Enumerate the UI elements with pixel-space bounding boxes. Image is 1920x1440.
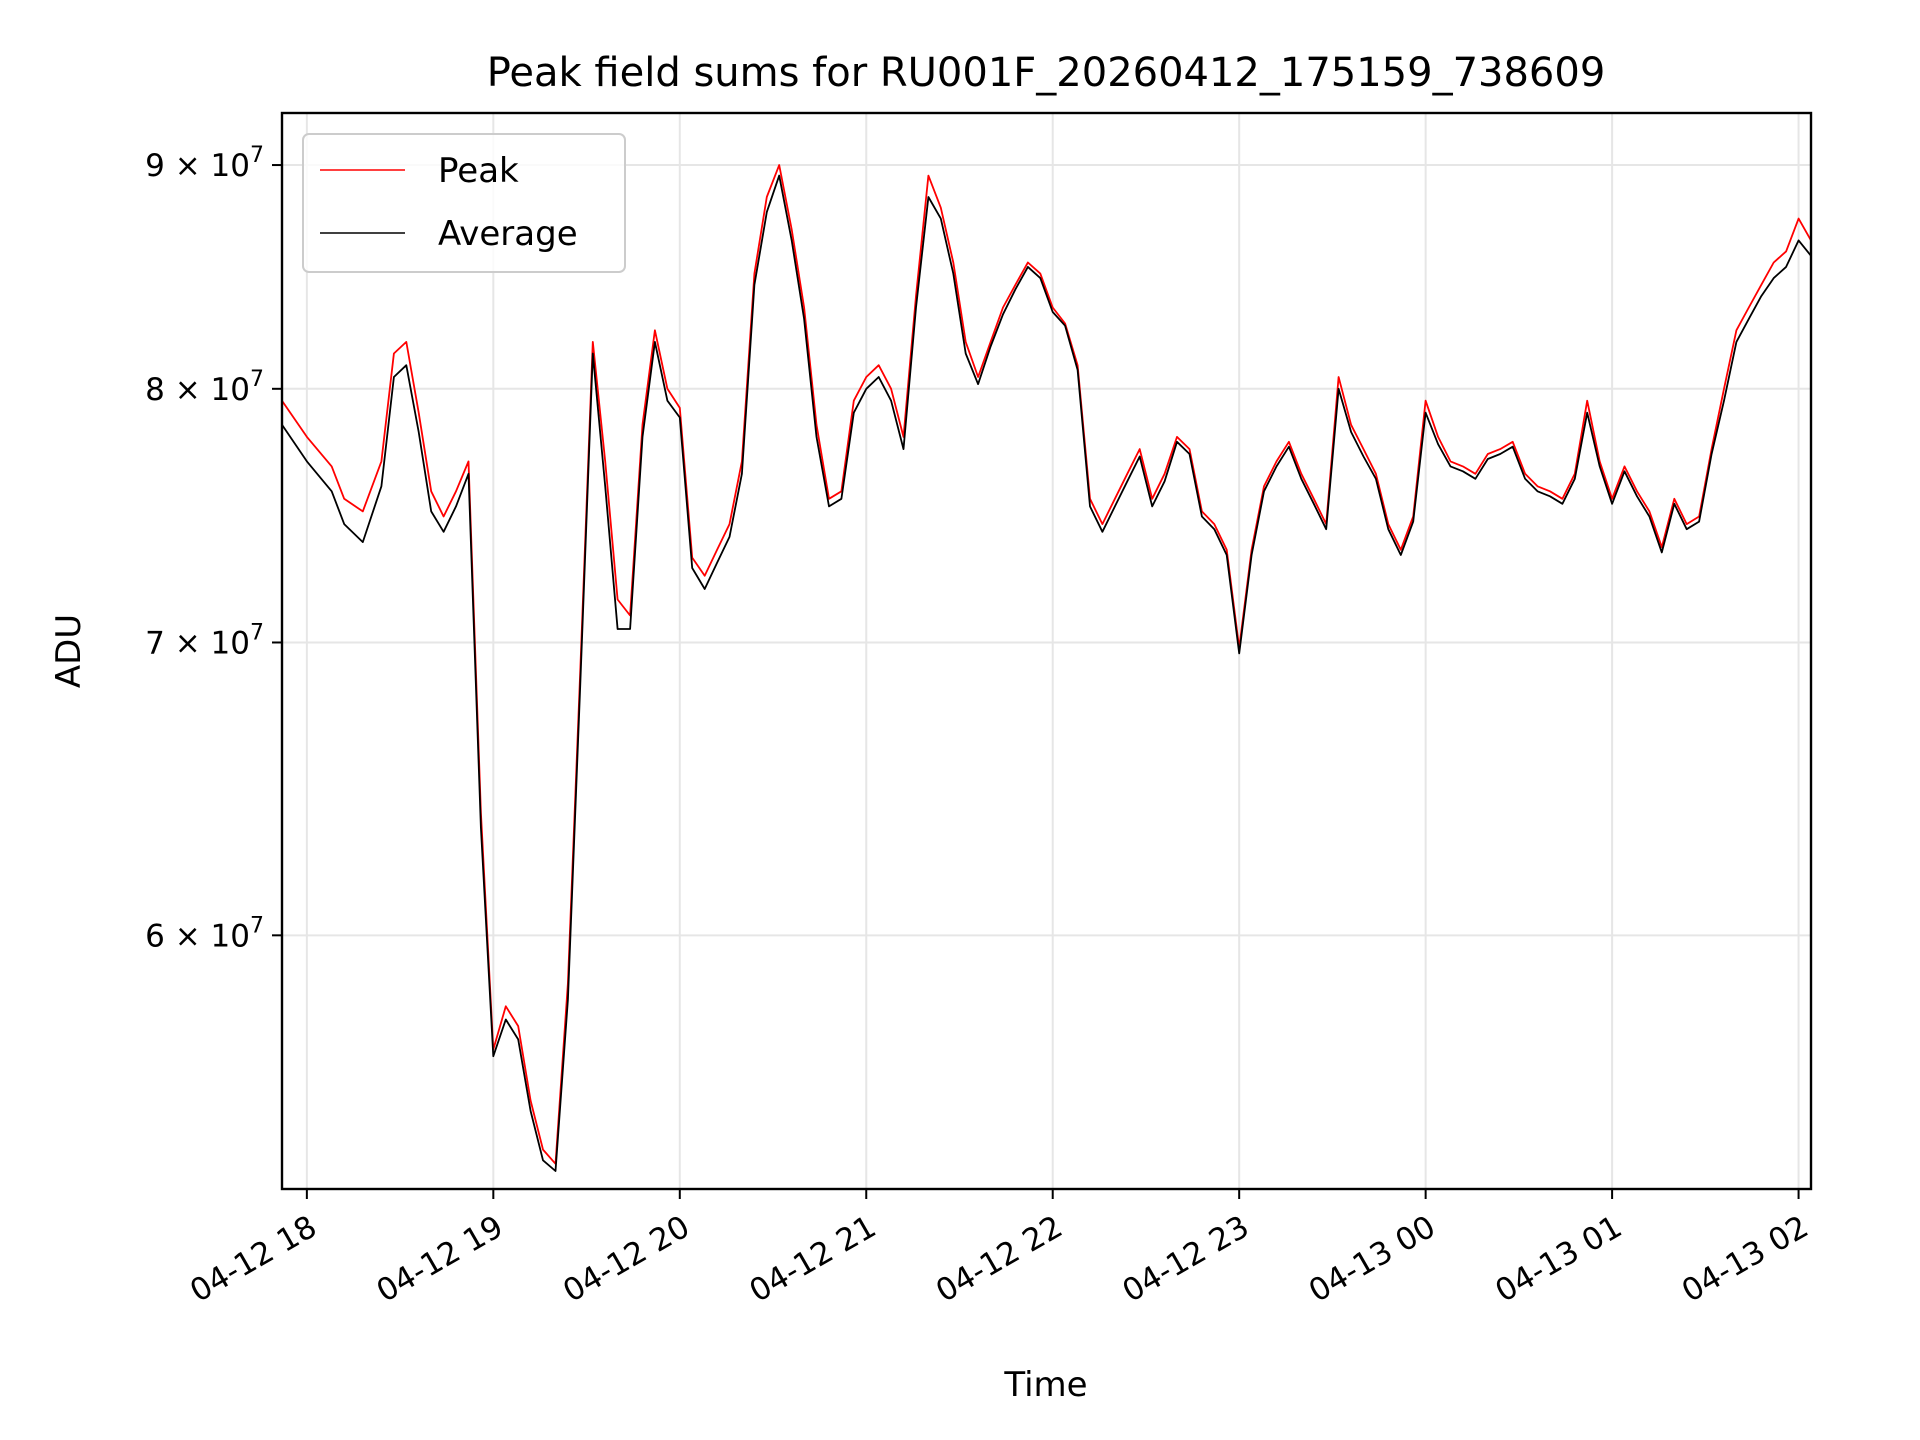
y-tick-mantissa: 8 [145, 372, 165, 408]
y-tick-times: × 10 [165, 372, 250, 408]
y-axis-label: ADU [49, 614, 89, 688]
y-tick-times: × 10 [165, 625, 250, 661]
y-tick-exponent: 7 [250, 620, 264, 645]
y-tick-mantissa: 7 [145, 625, 165, 661]
y-tick-mantissa: 9 [145, 148, 165, 184]
x-axis-label: Time [1003, 1365, 1087, 1405]
plot-area-frame [280, 111, 1813, 1191]
chart-title: Peak field sums for RU001F_20260412_1751… [487, 50, 1606, 96]
series-lines [281, 164, 1812, 1172]
legend-label-peak: Peak [438, 151, 519, 191]
y-tick-times: × 10 [165, 148, 250, 184]
legend: Peak Average [302, 133, 626, 273]
y-tick-label: 6 × 107 [145, 913, 264, 954]
y-tick-exponent: 7 [250, 367, 264, 392]
legend-box [302, 133, 626, 273]
series-line-average [281, 174, 1812, 1172]
gridlines [282, 113, 1811, 1189]
y-tick-exponent: 7 [250, 143, 264, 168]
y-tick-exponent: 7 [250, 913, 264, 938]
y-tick-label: 7 × 107 [145, 620, 264, 661]
y-tick-label: 9 × 107 [145, 143, 264, 184]
y-tick-times: × 10 [165, 918, 250, 954]
y-tick-mantissa: 6 [145, 918, 165, 954]
legend-label-average: Average [438, 214, 578, 254]
y-tick-label: 8 × 107 [145, 367, 264, 408]
